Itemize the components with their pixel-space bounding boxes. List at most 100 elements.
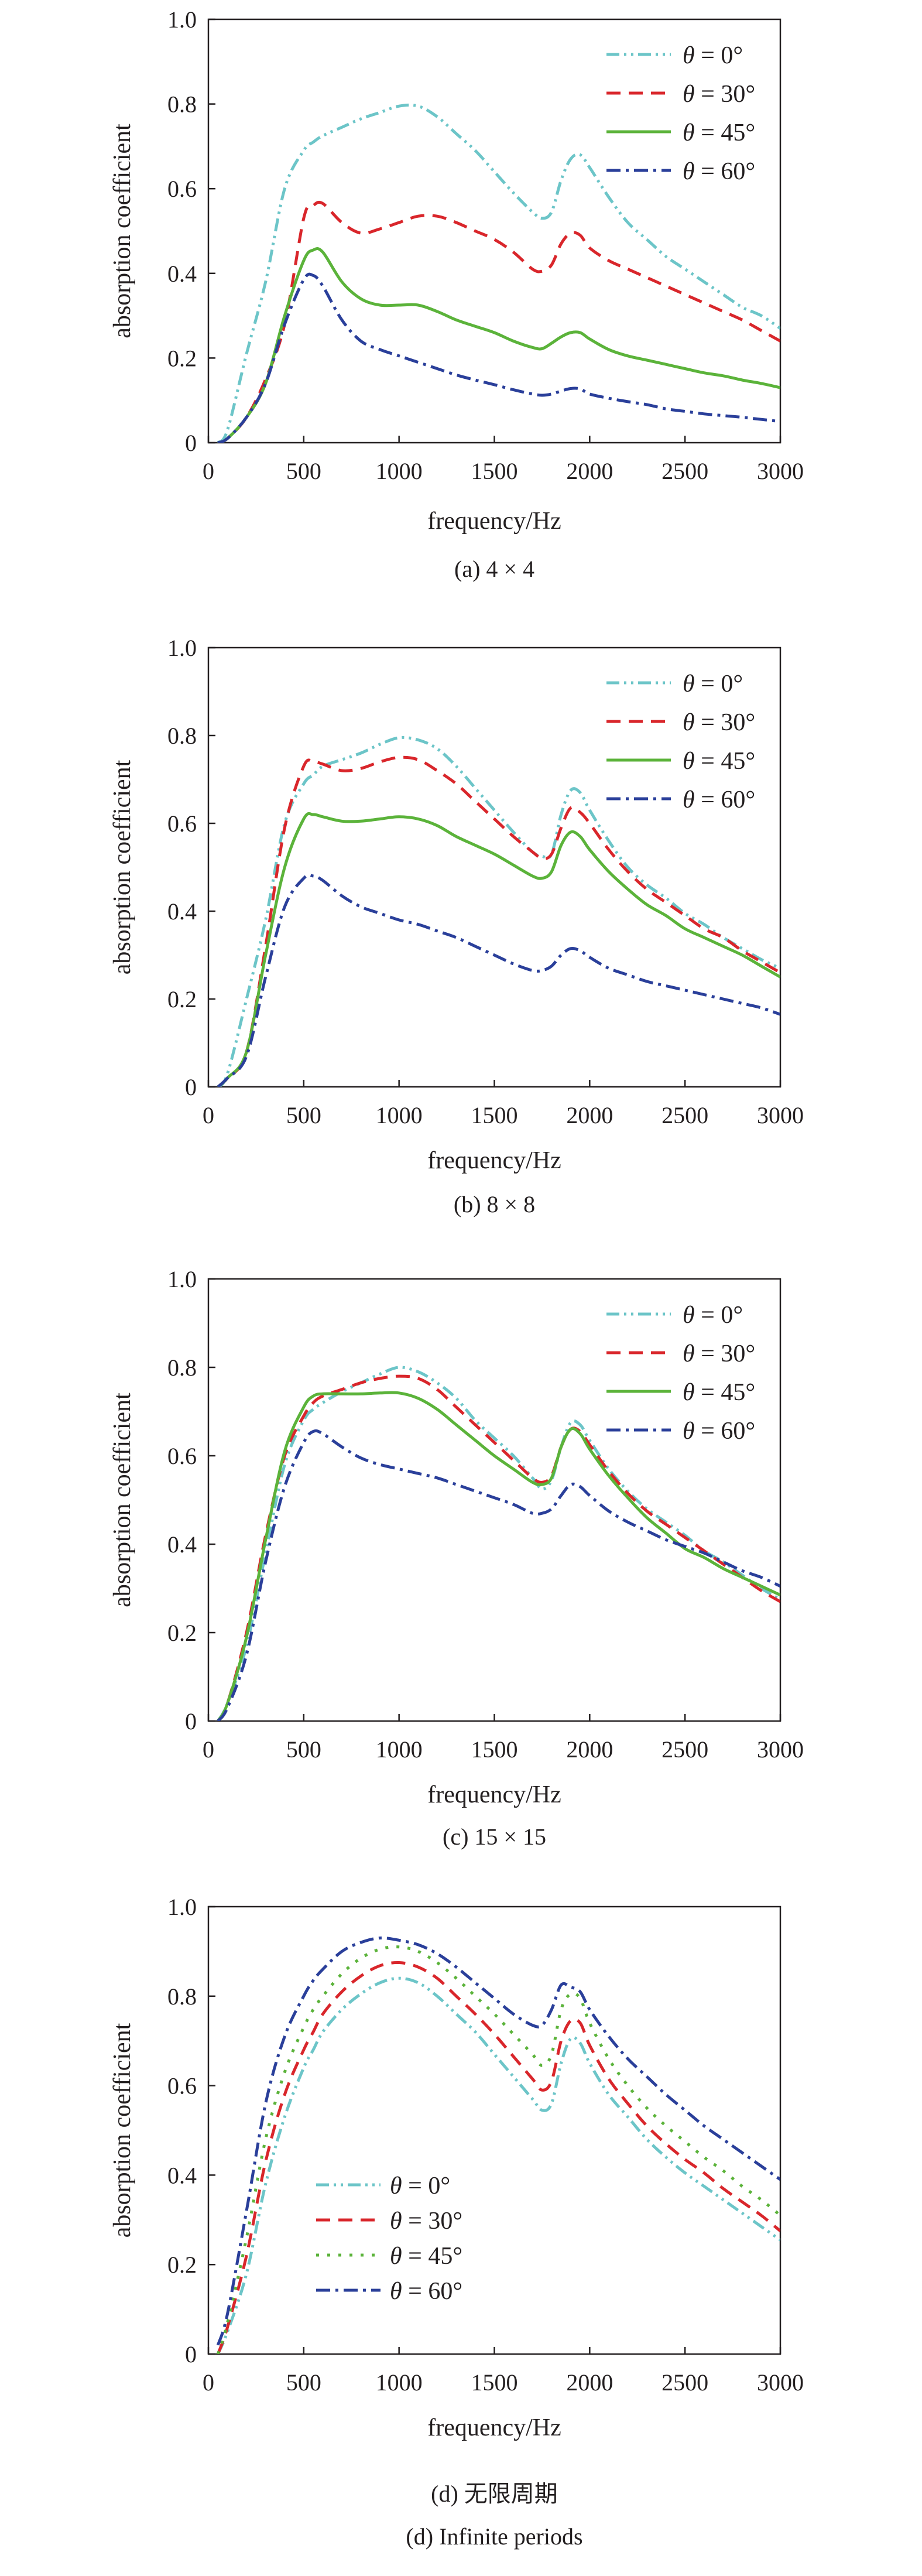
y-tick-label: 0.6: [167, 176, 197, 202]
y-tick-label: 0.4: [167, 2162, 197, 2188]
series-line-theta-45: [216, 1945, 780, 2354]
legend-label: θ = 0°: [683, 670, 743, 697]
chart-panel-c: 0 500 1000 1500 2000 2500 3000 0 0.2 0.4 0.6 0.8 1.0…: [109, 1266, 804, 1850]
x-tick-label: 1500: [471, 1736, 518, 1763]
y-tick-label: 0: [185, 2341, 197, 2368]
y-tick-label: 0.8: [167, 723, 197, 749]
chart-caption: (a) 4 × 4: [454, 556, 534, 582]
x-axis-label: frequency/Hz: [427, 1147, 561, 1174]
x-tick-label: 1500: [471, 1102, 518, 1128]
y-tick-label: 0.4: [167, 261, 197, 287]
series-line-theta-30: [216, 1961, 780, 2354]
y-axis-label: absorption coefficient: [109, 124, 136, 338]
x-tick-label: 0: [203, 458, 214, 484]
x-tick-label: 0: [203, 2369, 214, 2396]
legend-label: θ = 60°: [683, 1418, 755, 1445]
y-tick-label: 0.6: [167, 2073, 197, 2099]
x-tick-label: 1500: [471, 2369, 518, 2396]
y-tick-label: 0: [185, 1074, 197, 1100]
legend-label: θ = 30°: [683, 709, 755, 736]
legend-label: θ = 30°: [683, 1340, 755, 1367]
y-tick-label: 0.4: [167, 898, 197, 925]
y-axis-label: absorption coefficient: [109, 2023, 136, 2238]
y-tick-label: 0.6: [167, 1443, 197, 1469]
series-line-theta-45: [217, 247, 780, 443]
x-tick-label: 500: [286, 458, 321, 484]
x-tick-label: 1000: [376, 2369, 423, 2396]
series-line-theta-30: [217, 1374, 780, 1721]
legend: θ = 0° θ = 30° θ = 45° θ = 60°: [316, 2173, 462, 2305]
x-tick-label: 2000: [566, 1736, 613, 1763]
x-tick-label: 3000: [757, 1102, 804, 1128]
legend-label: θ = 30°: [683, 81, 755, 108]
y-tick-label: 0.2: [167, 2252, 197, 2278]
y-tick-label: 1.0: [167, 1266, 197, 1292]
series-line-theta-30: [217, 200, 780, 443]
x-tick-label: 1000: [376, 1102, 423, 1128]
y-tick-label: 0.2: [167, 345, 197, 371]
series-line-theta-60: [216, 1936, 780, 2346]
x-tick-label: 0: [203, 1102, 214, 1128]
x-axis-label: frequency/Hz: [427, 2414, 561, 2441]
x-tick-label: 1000: [376, 1736, 423, 1763]
chart-caption-english: (d) Infinite periods: [406, 2523, 582, 2550]
y-tick-label: 0.2: [167, 986, 197, 1012]
series-line-theta-0: [216, 1976, 780, 2354]
x-tick-label: 2000: [566, 1102, 613, 1128]
legend: θ = 0° θ = 30° θ = 45° θ = 60°: [606, 1302, 755, 1445]
y-tick-label: 0: [185, 1708, 197, 1735]
x-tick-label: 2500: [661, 1102, 708, 1128]
x-tick-label: 2000: [566, 458, 613, 484]
chart-caption: (b) 8 × 8: [454, 1191, 535, 1217]
x-tick-label: 2500: [661, 1736, 708, 1763]
legend-label: θ = 45°: [683, 119, 755, 146]
series-line-theta-0: [217, 1366, 780, 1721]
x-tick-label: 2500: [661, 458, 708, 484]
legend-label: θ = 0°: [683, 42, 743, 69]
y-tick-label: 1.0: [167, 635, 197, 661]
x-tick-label: 2000: [566, 2369, 613, 2396]
x-tick-label: 3000: [757, 458, 804, 484]
series-line-theta-45: [217, 1391, 780, 1721]
series-line-theta-60: [217, 873, 780, 1087]
x-tick-label: 1000: [376, 458, 423, 484]
series-line-theta-0: [217, 735, 780, 1087]
legend-label: θ = 0°: [390, 2173, 450, 2199]
y-tick-label: 0.8: [167, 1983, 197, 2010]
x-tick-label: 3000: [757, 2369, 804, 2396]
y-tick-label: 0.2: [167, 1620, 197, 1646]
series-line-theta-30: [217, 755, 780, 1087]
legend-label: θ = 60°: [683, 786, 755, 813]
chart-caption: (d) 无限周期: [431, 2481, 558, 2507]
legend-label: θ = 45°: [683, 748, 755, 775]
x-axis-label: frequency/Hz: [427, 1781, 561, 1808]
y-tick-label: 0.6: [167, 810, 197, 837]
y-tick-label: 0.8: [167, 91, 197, 118]
plot-frame: [207, 1906, 782, 2355]
y-tick-label: 1.0: [167, 6, 197, 33]
series-line-theta-45: [217, 812, 780, 1087]
legend-label: θ = 45°: [390, 2243, 462, 2270]
y-tick-label: 0.8: [167, 1354, 197, 1381]
x-tick-label: 0: [203, 1736, 214, 1763]
x-tick-label: 3000: [757, 1736, 804, 1763]
y-tick-label: 0.4: [167, 1531, 197, 1558]
chart-panel-a: 0 500 1000 1500 2000 2500 3000 0 0.2 0.4 0.6 0.8 1.0…: [109, 6, 804, 582]
legend-label: θ = 0°: [683, 1302, 743, 1329]
x-tick-label: 500: [286, 1736, 321, 1763]
x-tick-label: 2500: [661, 2369, 708, 2396]
series-line-theta-0: [217, 103, 780, 443]
y-tick-label: 0: [185, 430, 197, 456]
chart-panel-d: 0 500 1000 1500 2000 2500 3000 0 0.2 0.4 0.6 0.8 1.0…: [109, 1894, 804, 2550]
legend: θ = 0° θ = 30° θ = 45° θ = 60°: [606, 42, 755, 185]
y-axis-label: absorption coefficient: [109, 760, 136, 974]
x-axis-label: frequency/Hz: [427, 508, 561, 535]
series-line-theta-60: [217, 1429, 780, 1721]
y-tick-label: 1.0: [167, 1894, 197, 1920]
legend-label: θ = 60°: [390, 2278, 462, 2305]
x-tick-label: 500: [286, 2369, 321, 2396]
y-axis-label: absorption coefficient: [109, 1393, 136, 1607]
legend-label: θ = 60°: [683, 158, 755, 185]
legend: θ = 0° θ = 30° θ = 45° θ = 60°: [606, 670, 755, 813]
